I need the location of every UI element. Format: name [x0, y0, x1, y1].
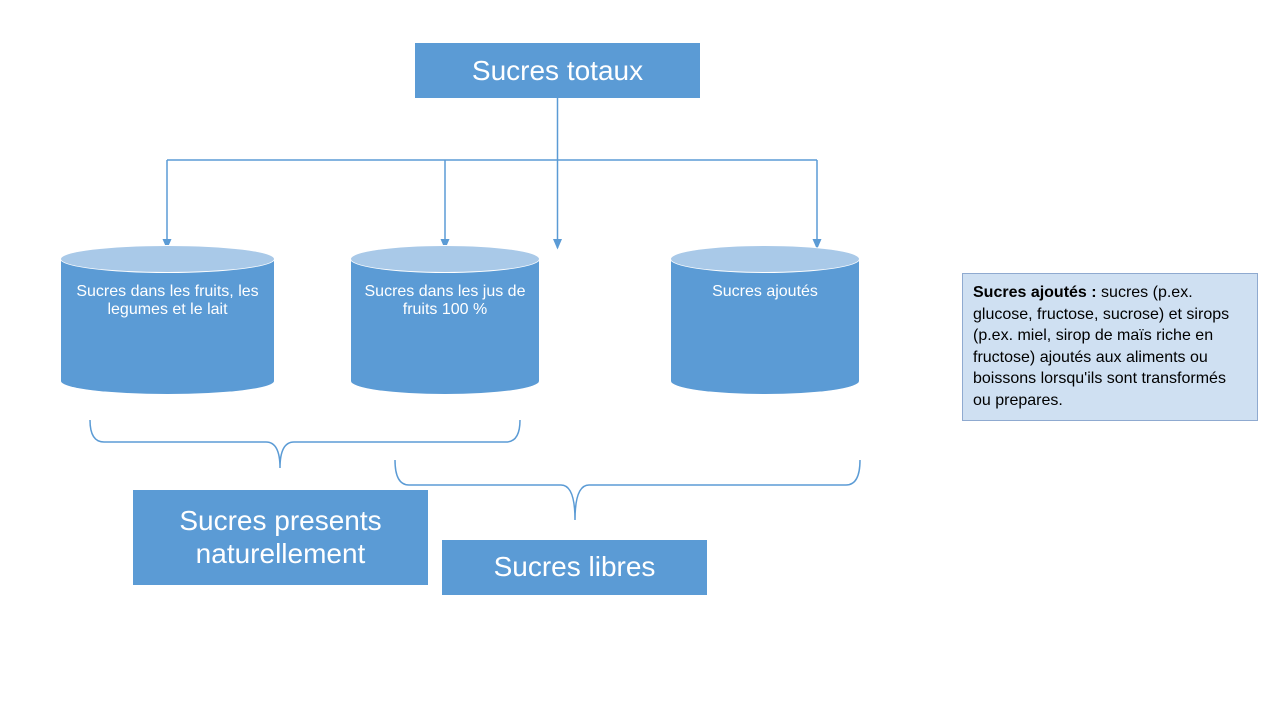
note-body: sucres (p.ex. glucose, fructose, sucrose… [973, 284, 1229, 409]
grouping-label-box: Sucres libres [442, 540, 707, 595]
cylinder-node: Sucres dans les jus de fruits 100 % [350, 245, 540, 395]
root-node: Sucres totaux [415, 43, 700, 98]
cylinder-node: Sucres dans les fruits, les legumes et l… [60, 245, 275, 395]
cylinder-body [60, 259, 275, 395]
cylinder-node: Sucres ajoutés [670, 245, 860, 395]
brace-path [90, 420, 520, 468]
cylinder-top [60, 245, 275, 273]
cylinder-body [670, 259, 860, 395]
brace-path [395, 460, 860, 520]
cylinder-body [350, 259, 540, 395]
cylinder-label: Sucres dans les jus de fruits 100 % [350, 283, 540, 319]
cylinder-label: Sucres ajoutés [670, 283, 860, 301]
connector-lines [167, 98, 817, 248]
cylinder-top [350, 245, 540, 273]
grouping-label-box: Sucres presents naturellement [133, 490, 428, 585]
definition-note: Sucres ajoutés : sucres (p.ex. glucose, … [962, 273, 1258, 421]
root-label: Sucres totaux [472, 55, 643, 87]
note-title: Sucres ajoutés : [973, 284, 1097, 301]
cylinder-top [670, 245, 860, 273]
cylinder-label: Sucres dans les fruits, les legumes et l… [60, 283, 275, 319]
